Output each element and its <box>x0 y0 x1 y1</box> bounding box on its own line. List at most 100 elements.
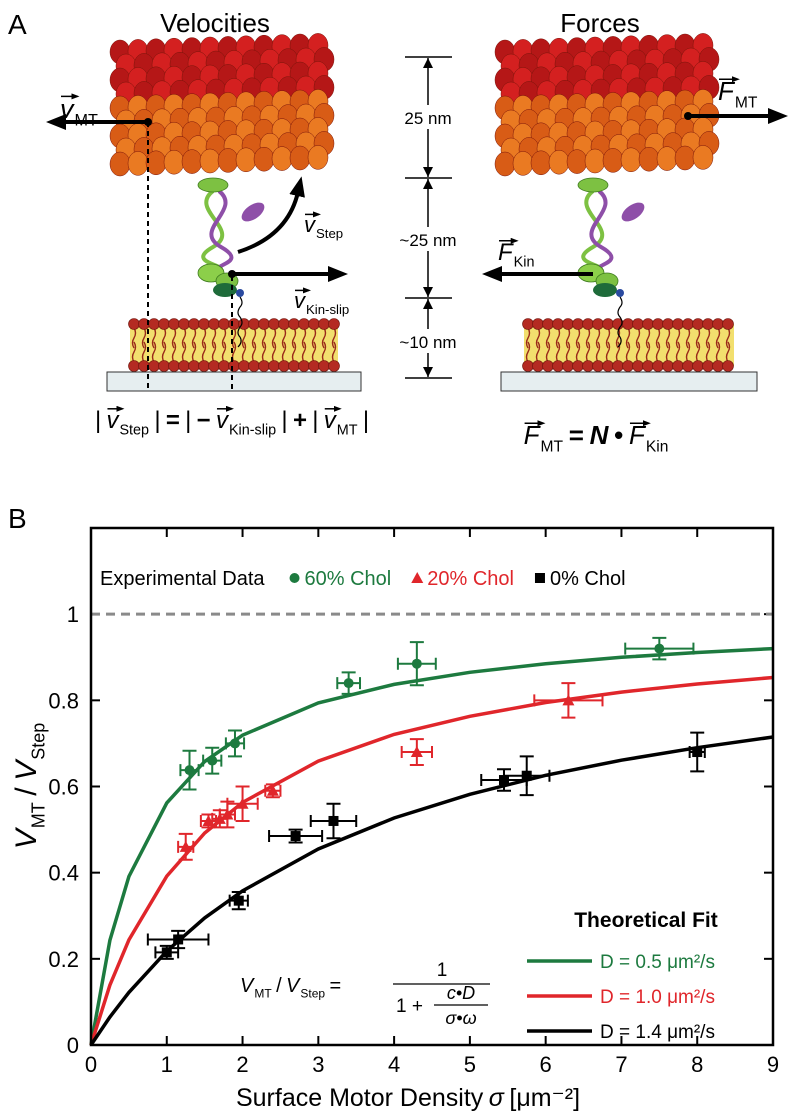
lipid-tail <box>311 327 317 349</box>
data-point <box>179 840 192 852</box>
lipid-head <box>288 318 300 330</box>
y-tick-label: 0.8 <box>48 688 79 713</box>
label-group: v Step <box>304 211 343 241</box>
scale-label: 25 nm <box>404 109 451 128</box>
lipid-head <box>682 360 694 372</box>
x-tick-label: 4 <box>388 1052 400 1077</box>
lipid-head <box>238 360 250 372</box>
lipid-head <box>228 318 240 330</box>
lipid-head <box>198 360 210 372</box>
tubulin <box>217 148 239 173</box>
lipid-tail <box>221 341 227 363</box>
lipid-head <box>298 360 310 372</box>
scale-label-bg <box>386 227 470 251</box>
lipid-head <box>612 360 624 372</box>
lipid-head <box>542 318 554 330</box>
legend-title: Theoretical Fit <box>574 909 718 932</box>
tubulin <box>512 151 534 176</box>
lipid-head <box>178 360 190 372</box>
tubulin <box>109 151 131 177</box>
label-text: Surface Motor Density <box>236 1084 484 1112</box>
tubulin <box>620 147 642 173</box>
tubulin <box>307 145 329 170</box>
tubulin <box>674 145 696 171</box>
tubulin <box>692 145 714 170</box>
lipid-head <box>702 318 714 330</box>
lipid-tail <box>191 341 197 363</box>
lipid-head <box>288 360 300 372</box>
tubulin <box>602 148 624 173</box>
lipid-head <box>662 360 674 372</box>
data-point <box>562 694 575 706</box>
lipid-head <box>692 318 704 330</box>
label-text: | <box>312 407 318 434</box>
lipid-tail <box>605 341 611 363</box>
scale-label: ~10 nm <box>399 333 456 352</box>
lipid-tail <box>615 327 621 349</box>
anchor-dot <box>684 112 692 120</box>
label-text: / <box>10 787 43 796</box>
lipid-head <box>218 318 230 330</box>
x-tick-label: 0 <box>85 1052 97 1077</box>
subscript: Step <box>119 423 149 439</box>
label-text: σ <box>489 1084 505 1112</box>
lipid-tail <box>281 327 287 349</box>
legend-label: 60% Chol <box>305 568 392 590</box>
stalk <box>589 189 614 273</box>
lipid-tail <box>141 327 147 349</box>
vector-symbol: F <box>524 420 542 450</box>
vector-symbol: v <box>60 94 75 124</box>
lipid-tail <box>545 341 551 363</box>
lipid-head <box>318 318 330 330</box>
lipid-tail <box>565 327 571 349</box>
lipid-head <box>208 360 220 372</box>
glass-slide <box>106 371 362 392</box>
lipid-tail <box>595 327 601 349</box>
lipid-head <box>148 318 160 330</box>
label-text: | <box>95 407 101 434</box>
tubulin <box>494 151 516 177</box>
lipid-head <box>168 360 180 372</box>
lipid-head <box>712 360 724 372</box>
label-group: v MT <box>60 93 98 130</box>
x-tick-label: 2 <box>236 1052 248 1077</box>
y-tick-label: 0.4 <box>48 861 79 886</box>
lipid-head <box>188 360 200 372</box>
lipid-tail <box>241 341 247 363</box>
lipid-tail <box>625 327 631 349</box>
subscript: MT <box>254 987 272 1001</box>
vector-symbol: F <box>629 420 647 450</box>
lipid-tail <box>301 327 307 349</box>
lipid-head <box>702 360 714 372</box>
motor-tail <box>213 283 237 297</box>
lipid-head <box>642 318 654 330</box>
x-tick-label: 1 <box>161 1052 173 1077</box>
formula-text: c•D <box>447 983 475 1003</box>
scale-label-bg <box>386 329 470 353</box>
lipid-tail <box>685 327 691 349</box>
lipid-head <box>602 360 614 372</box>
lipid-tail <box>171 327 177 349</box>
lipid-head <box>178 318 190 330</box>
fit-line <box>89 646 774 1046</box>
tubulin <box>289 145 311 171</box>
lipid-head <box>278 318 290 330</box>
lipid-head <box>722 318 734 330</box>
panel-title: Forces <box>560 8 639 38</box>
lipid-tail <box>311 341 317 363</box>
lipid-head <box>198 318 210 330</box>
panel-title: Velocities <box>160 8 270 38</box>
lipid-tail <box>171 341 177 363</box>
subscript: MT <box>75 112 98 130</box>
label-text: | <box>281 407 287 434</box>
panel-label: A <box>8 9 27 40</box>
glass-slide <box>500 371 758 392</box>
lipid-tail <box>221 327 227 349</box>
lipid-head <box>722 360 734 372</box>
label-text: / <box>276 975 282 997</box>
lipid-head <box>218 360 230 372</box>
tubulin <box>127 151 149 176</box>
lipid-head <box>542 360 554 372</box>
label-group: | v Step | = | − v Kin-slip | + | v MT | <box>95 405 369 439</box>
tubulin <box>566 149 588 174</box>
